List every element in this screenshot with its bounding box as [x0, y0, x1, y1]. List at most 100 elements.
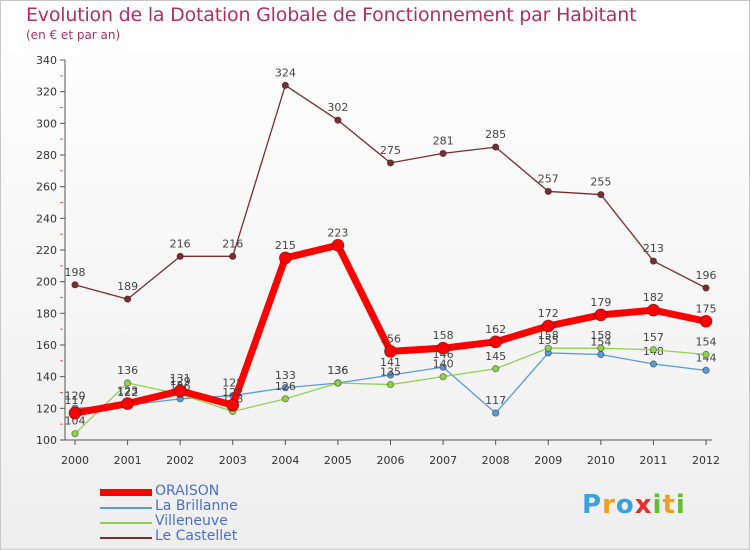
data-label-la-brillanne: 120 — [65, 389, 86, 402]
data-point-la-brillanne — [281, 384, 289, 392]
data-label-oraison: 179 — [590, 296, 611, 309]
data-label-villeneuve: 135 — [380, 366, 401, 379]
x-tick-label: 2007 — [429, 454, 457, 467]
data-label-la-brillanne: 154 — [590, 336, 611, 349]
data-point-le-castellet — [439, 149, 447, 158]
logo-letter: P — [582, 490, 603, 520]
data-label-la-brillanne: 122 — [117, 386, 138, 399]
data-point-villeneuve — [649, 346, 658, 354]
data-label-le-castellet: 189 — [117, 280, 138, 293]
data-point-villeneuve — [281, 395, 289, 403]
data-label-le-castellet: 302 — [327, 101, 348, 114]
data-point-le-castellet — [176, 252, 184, 260]
y-tick-label: 240 — [36, 212, 57, 225]
x-tick-label: 2006 — [377, 454, 405, 467]
data-label-villeneuve: 136 — [117, 364, 138, 377]
data-point-le-castellet — [71, 281, 79, 289]
x-tick-label: 2008 — [482, 454, 510, 467]
data-point-le-castellet — [544, 187, 552, 196]
data-label-villeneuve: 140 — [433, 358, 454, 371]
data-label-le-castellet: 257 — [538, 172, 559, 185]
data-label-oraison: 123 — [117, 385, 138, 398]
data-label-la-brillanne: 117 — [485, 394, 506, 407]
data-point-villeneuve — [386, 380, 395, 389]
legend-swatch — [100, 507, 152, 509]
x-tick-label: 2003 — [219, 454, 247, 467]
data-point-villeneuve — [544, 344, 552, 352]
legend-label: La Brillanne — [155, 498, 238, 514]
x-tick-label: 2011 — [639, 454, 667, 467]
data-label-villeneuve: 104 — [65, 415, 86, 428]
y-tick-label: 180 — [36, 307, 57, 320]
data-label-le-castellet: 198 — [65, 266, 86, 279]
data-point-le-castellet — [281, 81, 289, 89]
data-point-la-brillanne — [439, 363, 447, 371]
data-label-villeneuve: 154 — [696, 336, 717, 349]
data-point-la-brillanne — [649, 360, 658, 368]
x-tick-label: 2001 — [114, 454, 142, 467]
data-point-villeneuve — [492, 365, 500, 373]
data-point-le-castellet — [334, 116, 342, 124]
y-tick-label: 260 — [36, 181, 57, 194]
y-tick-label: 120 — [36, 402, 57, 415]
x-tick-label: 2005 — [324, 454, 352, 467]
data-label-la-brillanne: 133 — [275, 369, 296, 382]
data-label-oraison: 131 — [170, 372, 191, 385]
legend-swatch — [100, 522, 152, 524]
y-tick-label: 100 — [36, 434, 57, 447]
data-point-oraison — [278, 251, 292, 265]
data-point-la-brillanne — [702, 366, 710, 374]
data-point-le-castellet — [492, 143, 500, 151]
data-label-oraison: 156 — [380, 332, 401, 345]
data-label-oraison: 122 — [222, 386, 243, 399]
legend-swatch — [100, 537, 152, 539]
data-point-oraison — [121, 397, 134, 410]
y-tick-label: 160 — [36, 339, 57, 352]
data-point-villeneuve — [597, 344, 605, 352]
data-label-le-castellet: 281 — [433, 134, 454, 147]
y-tick-label: 280 — [36, 149, 57, 162]
data-point-la-brillanne — [386, 371, 395, 379]
data-point-le-castellet — [597, 190, 605, 199]
data-point-oraison — [226, 398, 240, 412]
data-label-le-castellet: 285 — [485, 128, 506, 141]
data-label-oraison: 223 — [327, 226, 348, 239]
y-tick-label: 340 — [36, 54, 57, 67]
y-tick-label: 320 — [36, 86, 57, 99]
x-tick-label: 2004 — [271, 454, 299, 467]
legend-swatch — [100, 489, 152, 496]
data-label-oraison: 175 — [696, 302, 717, 315]
data-label-oraison: 172 — [538, 307, 559, 320]
logo-letter: i — [652, 490, 663, 520]
x-tick-label: 2012 — [692, 454, 720, 467]
data-label-le-castellet: 255 — [590, 176, 611, 189]
chart-title: Evolution de la Dotation Globale de Fonc… — [26, 4, 637, 26]
data-label-villeneuve: 157 — [643, 331, 664, 344]
data-point-oraison — [647, 303, 660, 317]
legend-label: ORAISON — [155, 483, 220, 499]
data-point-la-brillanne — [492, 409, 500, 417]
data-point-villeneuve — [123, 379, 132, 387]
data-label-oraison: 117 — [65, 394, 86, 407]
x-tick-label: 2010 — [587, 454, 615, 467]
logo-letter: t — [662, 490, 676, 520]
data-point-oraison — [541, 319, 555, 333]
data-point-la-brillanne — [597, 350, 605, 359]
y-tick-label: 220 — [36, 244, 57, 257]
legend-label: Villeneuve — [155, 513, 228, 529]
data-label-le-castellet: 275 — [380, 144, 401, 157]
data-point-le-castellet — [386, 159, 395, 167]
data-label-villeneuve: 126 — [275, 380, 296, 393]
y-tick-label: 300 — [36, 117, 57, 130]
logo-letter: r — [602, 490, 616, 520]
data-point-oraison — [594, 308, 608, 322]
logo-letter: i — [675, 490, 686, 520]
data-point-le-castellet — [229, 252, 237, 260]
data-point-oraison — [699, 314, 713, 328]
chart-subtitle: (en € et par an) — [26, 28, 121, 42]
data-label-le-castellet: 213 — [643, 242, 664, 255]
data-point-oraison — [384, 344, 397, 358]
data-label-le-castellet: 324 — [275, 66, 296, 79]
